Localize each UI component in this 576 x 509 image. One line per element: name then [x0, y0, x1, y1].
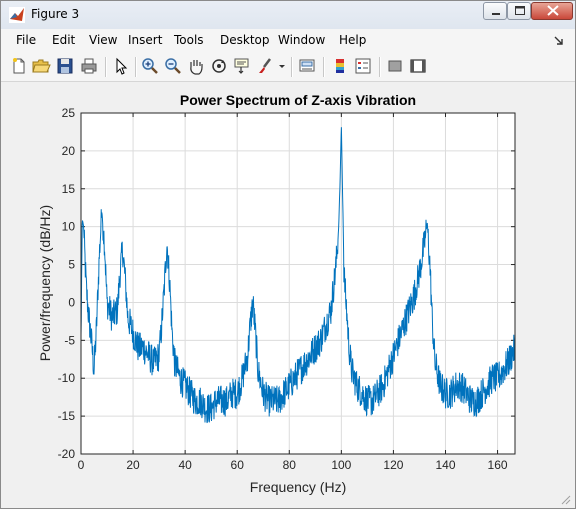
y-tick-label: 10 [62, 220, 76, 234]
toolbar [1, 53, 575, 82]
print-icon [81, 58, 97, 74]
zoom-out-icon [165, 58, 181, 74]
open-file-button[interactable] [31, 56, 51, 76]
x-tick-label: 40 [178, 458, 192, 472]
maximize-button[interactable] [507, 2, 531, 20]
menu-window[interactable]: Window [278, 33, 326, 47]
chart-title: Power Spectrum of Z-axis Vibration [180, 92, 416, 108]
hide-plot-tools-icon [388, 60, 402, 72]
x-tick-label: 20 [126, 458, 140, 472]
y-tick-label: -15 [58, 409, 76, 423]
pointer-icon [116, 57, 128, 75]
menu-desktop[interactable]: Desktop [220, 33, 270, 47]
hide-plot-tools-button[interactable] [385, 56, 405, 76]
y-axis-label: Power/frequency (dB/Hz) [37, 205, 53, 361]
power-spectrum-line [80, 127, 516, 424]
data-cursor-icon [234, 58, 249, 74]
y-tick-label: 0 [68, 295, 75, 309]
y-tick-label: 25 [62, 106, 76, 120]
menu-help[interactable]: Help [339, 33, 367, 47]
open-file-icon [32, 59, 51, 73]
toolbar-separator [105, 57, 107, 77]
x-axis-ticks: 0 20 40 60 80 100 120 140 160 [78, 113, 508, 472]
dropdown-arrow-icon [279, 65, 285, 68]
title-bar[interactable]: Figure 3 [1, 1, 575, 29]
pan-button[interactable] [186, 56, 206, 76]
dock-arrow-icon[interactable] [554, 36, 564, 46]
x-tick-label: 120 [383, 458, 403, 472]
menu-edit[interactable]: Edit [52, 33, 76, 47]
zoom-out-button[interactable] [163, 56, 183, 76]
y-tick-label: 15 [62, 182, 76, 196]
x-tick-label: 60 [231, 458, 245, 472]
brush-button[interactable] [255, 56, 275, 76]
toolbar-separator [135, 57, 137, 77]
link-plot-icon [299, 59, 315, 72]
new-figure-button[interactable] [9, 56, 29, 76]
menu-tools[interactable]: Tools [174, 33, 204, 47]
rotate-3d-button[interactable] [209, 56, 229, 76]
x-tick-label: 80 [283, 458, 297, 472]
brush-icon [259, 58, 271, 73]
show-plot-tools-button[interactable] [408, 56, 428, 76]
toolbar-separator [291, 57, 293, 77]
new-figure-icon [13, 58, 25, 74]
rotate-3d-icon [212, 59, 226, 73]
y-tick-label: -5 [64, 333, 75, 347]
axes-box [80, 112, 516, 455]
matlab-logo-icon [9, 7, 25, 23]
y-tick-label: 20 [62, 144, 76, 158]
x-tick-label: 100 [331, 458, 351, 472]
menu-view[interactable]: View [89, 33, 118, 47]
close-icon [547, 5, 559, 16]
brush-dropdown-button[interactable] [277, 56, 287, 76]
figure-canvas[interactable]: 0 20 40 60 80 100 120 140 160 -20 -15 -10 -5 0 5 10 15 2… [5, 83, 571, 503]
colorbar-button[interactable] [330, 56, 350, 76]
minimize-icon [492, 13, 500, 15]
zoom-in-button[interactable] [140, 56, 160, 76]
y-tick-label: -20 [58, 447, 76, 461]
x-tick-label: 0 [78, 458, 85, 472]
print-button[interactable] [79, 56, 99, 76]
y-tick-label: 5 [68, 258, 75, 272]
toolbar-separator [379, 57, 381, 77]
menu-file[interactable]: File [16, 33, 37, 47]
data-cursor-button[interactable] [232, 56, 252, 76]
toolbar-separator [323, 57, 325, 77]
x-tick-label: 140 [435, 458, 455, 472]
y-tick-label: -10 [58, 371, 76, 385]
link-plot-button[interactable] [297, 56, 317, 76]
menu-bar: File Edit View Insert Tools Desktop Wind… [1, 29, 575, 53]
power-spectrum-plot[interactable]: 0 20 40 60 80 100 120 140 160 -20 -15 -10 -5 0 5 10 15 2… [5, 83, 571, 503]
resize-grip-icon[interactable] [559, 493, 571, 505]
pan-icon [190, 60, 203, 75]
show-plot-tools-icon [410, 59, 426, 73]
save-icon [57, 58, 73, 74]
save-button[interactable] [55, 56, 75, 76]
legend-icon [355, 58, 371, 74]
minimize-button[interactable] [483, 2, 507, 20]
pointer-button[interactable] [111, 56, 131, 76]
menu-insert[interactable]: Insert [128, 33, 163, 47]
colorbar-icon [336, 59, 344, 73]
x-tick-label: 160 [488, 458, 508, 472]
x-axis-label: Frequency (Hz) [250, 479, 346, 495]
zoom-in-icon [142, 58, 158, 74]
window-title: Figure 3 [31, 7, 80, 21]
close-button[interactable] [531, 2, 573, 20]
maximize-icon [515, 6, 525, 15]
legend-button[interactable] [353, 56, 373, 76]
y-axis-ticks: -20 -15 -10 -5 0 5 10 15 20 25 [58, 106, 515, 461]
